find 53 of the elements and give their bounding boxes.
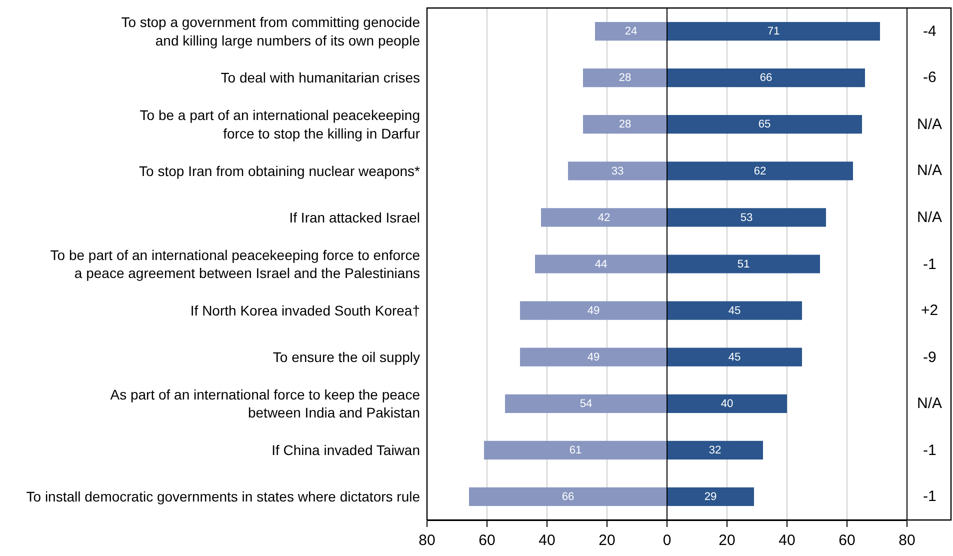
y-tick-label: To stop Iran from obtaining nuclear weapons* (139, 162, 421, 179)
data-label: 61 (569, 444, 582, 457)
text: -6 (923, 69, 936, 86)
text: N/A (917, 116, 942, 133)
data-label: 28 (618, 118, 632, 131)
x-tick-label: 40 (778, 532, 796, 549)
x-tick-label: 60 (478, 532, 496, 549)
text: N/A (917, 395, 942, 412)
y-tick-label: To stop a government from committing genocide and killing large numbers of its own people (121, 14, 420, 48)
data-label: 45 (728, 351, 741, 364)
y-tick-label: If Iran attacked Israel (289, 209, 420, 226)
data-label: 53 (740, 212, 753, 224)
data-label: 29 (704, 491, 717, 504)
text: +2 (921, 302, 938, 319)
data-label: 49 (587, 304, 600, 317)
x-tick-label: 20 (718, 532, 736, 549)
text: -4 (923, 23, 936, 40)
data-label: 51 (737, 258, 750, 270)
data-label: 45 (728, 304, 741, 317)
text: N/A (917, 162, 942, 179)
data-label: 28 (618, 72, 632, 84)
text: -1 (923, 256, 936, 273)
text: -1 (923, 442, 936, 459)
text: -1 (923, 488, 936, 505)
text: N/A (917, 209, 942, 226)
y-tick-label: To ensure the oil supply (272, 348, 420, 365)
data-label: 42 (598, 212, 610, 224)
data-label: 71 (767, 26, 780, 38)
data-label: 32 (708, 444, 722, 457)
data-label: 24 (624, 26, 638, 38)
data-label: 54 (580, 398, 592, 410)
y-tick-label: If China invaded Taiwan (272, 442, 420, 458)
data-label: 44 (594, 258, 608, 270)
data-label: 40 (720, 398, 734, 410)
y-tick-label: To be a part of an international peacekeeping force to stop the killing in Darfur (140, 107, 420, 142)
x-tick-label: 80 (898, 532, 916, 549)
data-label: 62 (754, 165, 766, 178)
x-tick-label: 0 (662, 532, 672, 549)
data-label: 66 (562, 491, 574, 504)
y-tick-label: If North Korea invaded South Korea† (190, 302, 420, 318)
x-tick-label: 20 (598, 532, 616, 549)
x-tick-label: 40 (538, 532, 556, 549)
data-label: 66 (760, 72, 772, 84)
y-tick-label: To deal with humanitarian crises (220, 70, 420, 86)
y-tick-label: To be part of an international peacekeeping force to enforce a peace agreement between Israel and the Palestinians (50, 246, 420, 281)
text: -9 (923, 349, 936, 366)
x-tick-label: 60 (838, 532, 856, 549)
y-tick-label: To install democratic governments in states where dictators rule (26, 488, 420, 505)
x-tick-label: 80 (418, 532, 436, 549)
data-label: 65 (758, 118, 771, 131)
data-label: 33 (611, 165, 624, 178)
data-label: 49 (587, 351, 600, 364)
y-tick-label: As part of an international force to keep the peace between India and Pakistan (110, 386, 420, 421)
